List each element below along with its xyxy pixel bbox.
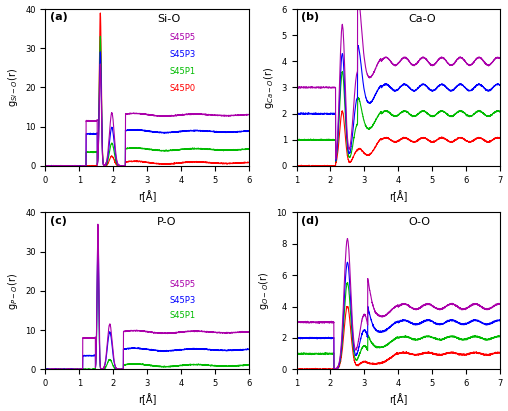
Text: (b): (b) — [301, 12, 319, 22]
Text: (a): (a) — [49, 12, 67, 22]
Text: S45P0: S45P0 — [169, 84, 196, 93]
Text: S45P3: S45P3 — [169, 296, 196, 305]
Text: S45P5: S45P5 — [169, 280, 196, 289]
Y-axis label: g$_{O-O}$(r): g$_{O-O}$(r) — [257, 272, 271, 310]
X-axis label: r[Å]: r[Å] — [389, 394, 407, 405]
Text: S45P1: S45P1 — [169, 67, 196, 76]
Text: S45P1: S45P1 — [169, 311, 196, 320]
Y-axis label: g$_{Ca-O}$(r): g$_{Ca-O}$(r) — [262, 67, 276, 109]
Text: Si-O: Si-O — [157, 14, 180, 24]
Text: S45P3: S45P3 — [169, 50, 196, 59]
Text: S45P5: S45P5 — [169, 32, 196, 42]
Y-axis label: g$_{P-O}$(r): g$_{P-O}$(r) — [6, 272, 19, 309]
X-axis label: r[Å]: r[Å] — [138, 190, 156, 202]
Text: Ca-O: Ca-O — [408, 14, 436, 24]
X-axis label: r[Å]: r[Å] — [389, 190, 407, 202]
X-axis label: r[Å]: r[Å] — [138, 394, 156, 405]
Text: (c): (c) — [49, 216, 67, 226]
Text: O-O: O-O — [408, 217, 430, 227]
Y-axis label: g$_{Si-O}$(r): g$_{Si-O}$(r) — [6, 68, 19, 107]
Text: (d): (d) — [301, 216, 319, 226]
Text: P-O: P-O — [157, 217, 177, 227]
